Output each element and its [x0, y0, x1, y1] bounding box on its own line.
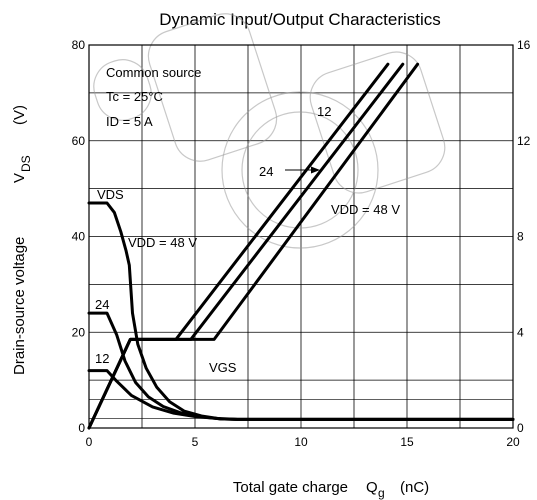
label-vdd-48-left: VDD = 48 V	[128, 235, 197, 250]
label-vds: VDS	[97, 187, 124, 202]
condition-drain-current: ID = 5 A	[106, 114, 153, 129]
plot-frame	[88, 44, 514, 429]
y-tick-label: 20	[72, 325, 86, 339]
y2-tick-label: 8	[517, 230, 524, 244]
x-tick-label: 5	[192, 435, 199, 449]
x-tick-label: 15	[400, 435, 414, 449]
arrow-24	[285, 166, 320, 174]
y2-tick-label: 0	[517, 421, 524, 435]
x-axis-symbol: Q	[366, 479, 378, 496]
y-axis-symbol: V	[11, 173, 28, 183]
label-24-left: 24	[95, 297, 109, 312]
x-axis-symbol-sub: g	[378, 486, 385, 500]
y2-tick-label: 12	[517, 134, 531, 148]
condition-mode: Common source	[106, 65, 201, 80]
watermark-shape	[147, 13, 278, 162]
label-vgs: VGS	[209, 360, 237, 375]
x-axis-label: Total gate charge Q g (nC)	[233, 479, 429, 500]
y-tick-label: 0	[78, 421, 85, 435]
y-axis-label: Drain-source voltage V DS (V)	[11, 105, 33, 375]
watermark-shape	[221, 91, 379, 249]
grid	[89, 45, 513, 428]
condition-temperature: Tc = 25°C	[106, 89, 163, 104]
watermark-shape	[241, 111, 359, 229]
watermark-shape	[309, 51, 446, 194]
watermark	[93, 13, 446, 249]
x-axis-unit: (nC)	[400, 479, 429, 496]
watermark-shape	[93, 59, 152, 121]
y-tick-label: 60	[72, 134, 86, 148]
label-12-right: 12	[317, 104, 331, 119]
series-line-6	[87, 62, 420, 430]
label-vdd-48-right: VDD = 48 V	[331, 202, 400, 217]
x-tick-label: 10	[294, 435, 308, 449]
label-12-left: 12	[95, 351, 109, 366]
y-axis-unit: (V)	[11, 105, 28, 125]
x-axis-title: Total gate charge	[233, 479, 348, 496]
series-lines	[87, 62, 515, 430]
y-tick-label: 80	[72, 38, 86, 52]
x-tick-label: 0	[86, 435, 93, 449]
x-tick-label: 20	[506, 435, 520, 449]
y2-tick-label: 4	[517, 325, 524, 339]
label-24-right: 24	[259, 164, 273, 179]
y-axis-symbol-sub: DS	[19, 155, 33, 172]
y2-tick-label: 16	[517, 38, 531, 52]
y-axis-title: Drain-source voltage	[11, 237, 28, 375]
y-tick-label: 40	[72, 230, 86, 244]
